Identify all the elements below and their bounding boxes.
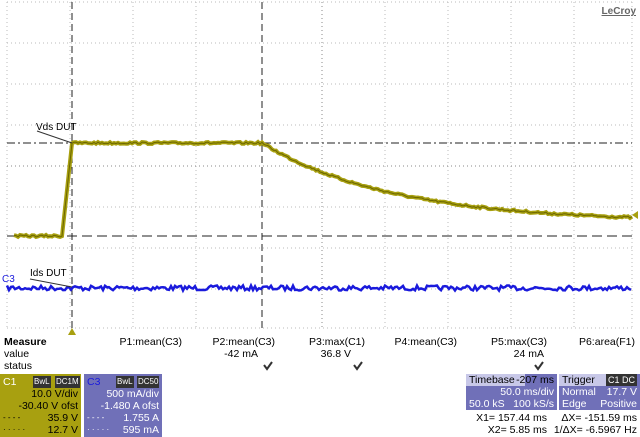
- label-leader: [29, 278, 73, 288]
- badge: DC1M: [55, 376, 80, 388]
- center-axes: [7, 2, 632, 328]
- channel-name: C3: [87, 376, 101, 388]
- cursor-level: 12.7 V: [47, 424, 78, 436]
- label-leader: [36, 130, 73, 144]
- vdiv: 10.0 V/div: [31, 388, 78, 400]
- timebase-rate: 100 kS/s: [513, 398, 554, 410]
- timebase-box: Timebase -207 ms 50.0 ms/div 50.0 kS 100…: [466, 374, 557, 410]
- timebase-scale: 50.0 ms/div: [500, 386, 554, 398]
- cursor-x1: X1= 157.44 ms: [476, 412, 547, 424]
- param-name: P2:mean(C3): [212, 336, 275, 348]
- channel3-box: C3 BwL DC50 500 mA/div -1.480 A ofst 1.7…: [84, 374, 162, 437]
- c3-trace: [5, 282, 632, 294]
- trigger-mode: Normal: [562, 386, 596, 398]
- cursor-level: 1.755 A: [123, 412, 159, 424]
- row-label: value: [4, 348, 30, 360]
- channel1-box: C1 BwL DC1M 10.0 V/div -30.40 V ofst 35.…: [0, 374, 81, 437]
- trigger-type: Edge: [562, 398, 587, 410]
- offset: -30.40 V ofst: [18, 400, 78, 412]
- trigger-source: C1 DC: [606, 374, 638, 386]
- cursor-inv-dx: 1/ΔX= -6.5967 Hz: [553, 424, 637, 436]
- c1-trace-label: Vds DUT: [36, 122, 77, 133]
- trigger-title: Trigger: [559, 374, 606, 386]
- row-label: status: [4, 360, 33, 372]
- offset-marker: [632, 211, 638, 219]
- vdiv: 500 mA/div: [106, 388, 159, 400]
- param-value: 24 mA: [513, 348, 544, 360]
- waveform-grid: Vds DUT Ids DUT C3 LeCroy: [2, 1, 638, 329]
- badge: BwL: [33, 376, 51, 388]
- brand: LeCroy: [602, 6, 637, 17]
- param-name: P5:max(C3): [490, 336, 547, 348]
- param-name: P3:max(C1): [308, 336, 365, 348]
- cursor-dx: ΔX= -151.59 ms: [561, 412, 637, 424]
- param-value: 36.8 V: [320, 348, 351, 360]
- grid: [6, 1, 633, 329]
- trigger-box: Trigger C1 DC Normal 17.7 V Edge Positiv…: [559, 374, 640, 410]
- measure-title: Measure: [4, 336, 47, 348]
- param-name: P6:area(F1): [578, 336, 635, 348]
- param-name: P4:mean(C3): [394, 336, 457, 348]
- cursor-level: 595 mA: [122, 424, 159, 436]
- status-checks: [263, 361, 544, 371]
- timebase-delay: -207 ms: [516, 374, 554, 386]
- timebase-title: Timebase: [466, 374, 525, 386]
- badge: DC50: [137, 376, 160, 388]
- cursor-x2: X2= 5.85 ms: [487, 424, 547, 436]
- cursors: [7, 2, 632, 328]
- c3-trace-label: Ids DUT: [30, 268, 67, 279]
- offset: -1.480 A ofst: [100, 400, 159, 412]
- c1-trace-core: [13, 141, 633, 238]
- c1-trace: [13, 139, 634, 240]
- param-name: P1:mean(C3): [119, 336, 182, 348]
- channel-name: C1: [3, 376, 17, 388]
- trigger-slope: Positive: [600, 398, 637, 410]
- badge: BwL: [116, 376, 134, 388]
- trigger-level: 17.7 V: [606, 386, 637, 398]
- timebase-samples: 50.0 kS: [469, 398, 505, 410]
- c3-marker: C3: [2, 274, 15, 285]
- trigger-marker: [68, 328, 76, 335]
- param-value: -42 mA: [224, 348, 258, 360]
- cursor-level: 35.9 V: [47, 412, 78, 424]
